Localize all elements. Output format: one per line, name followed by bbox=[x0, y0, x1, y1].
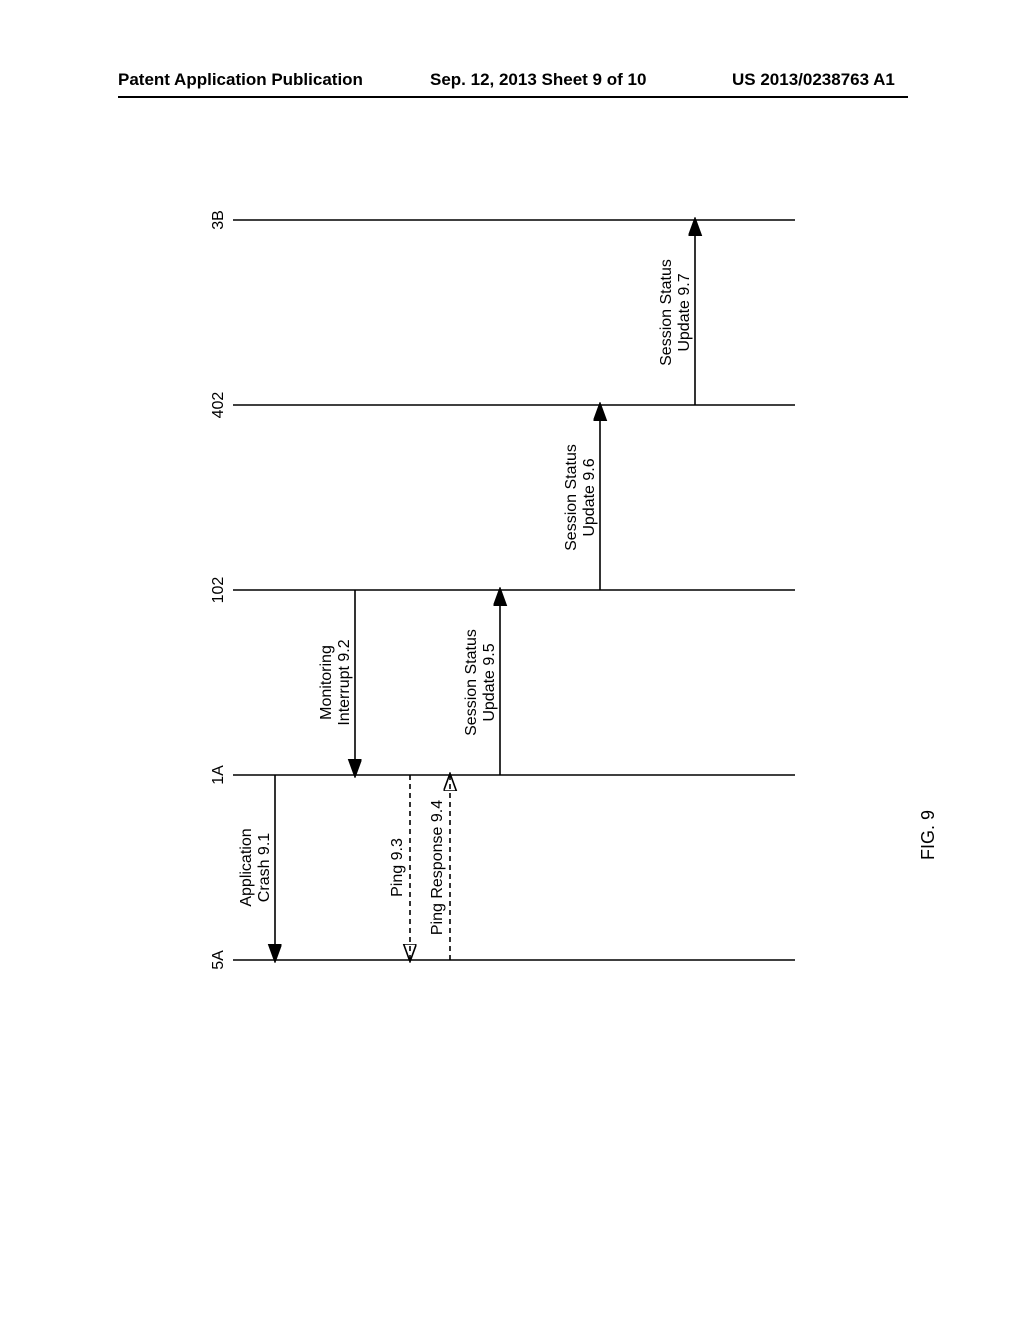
diagram-inner: 5A 1A 102 402 3B ApplicationCrash 9.1 Monitori… bbox=[205, 180, 805, 1000]
figure-label: FIG. 9 bbox=[918, 810, 939, 860]
lane-label-1A: 1A bbox=[210, 765, 227, 785]
message-label-m96-1: Session Status bbox=[563, 444, 580, 551]
message-label-m92-1: Monitoring bbox=[318, 645, 335, 720]
header-mid: Sep. 12, 2013 Sheet 9 of 10 bbox=[430, 70, 646, 90]
message-label-m95-1: Session Status bbox=[463, 629, 480, 736]
lane-label-402: 402 bbox=[210, 392, 227, 419]
message-label-m92-2: Interrupt 9.2 bbox=[336, 639, 353, 725]
message-label-m91-2: Crash 9.1 bbox=[256, 833, 273, 902]
message-label-m91-1: Application bbox=[238, 828, 255, 906]
message-label-m97-1: Session Status bbox=[658, 259, 675, 366]
message-label-m97-2: Update 9.7 bbox=[676, 273, 693, 351]
header-right: US 2013/0238763 A1 bbox=[732, 70, 895, 90]
lane-label-3B: 3B bbox=[210, 210, 227, 230]
message-label-m93-1: Ping 9.3 bbox=[389, 838, 406, 897]
message-label-m95-2: Update 9.5 bbox=[481, 643, 498, 721]
header-left: Patent Application Publication bbox=[118, 70, 363, 90]
lane-label-5A: 5A bbox=[210, 950, 227, 970]
message-label-m94-1: Ping Response 9.4 bbox=[429, 800, 446, 935]
lane-label-102: 102 bbox=[210, 577, 227, 604]
sequence-diagram: 5A 1A 102 402 3B ApplicationCrash 9.1 Monitori… bbox=[120, 180, 890, 1000]
message-label-m96-2: Update 9.6 bbox=[581, 458, 598, 536]
page: Patent Application Publication Sep. 12, … bbox=[0, 0, 1024, 1320]
header-rule bbox=[118, 96, 908, 98]
